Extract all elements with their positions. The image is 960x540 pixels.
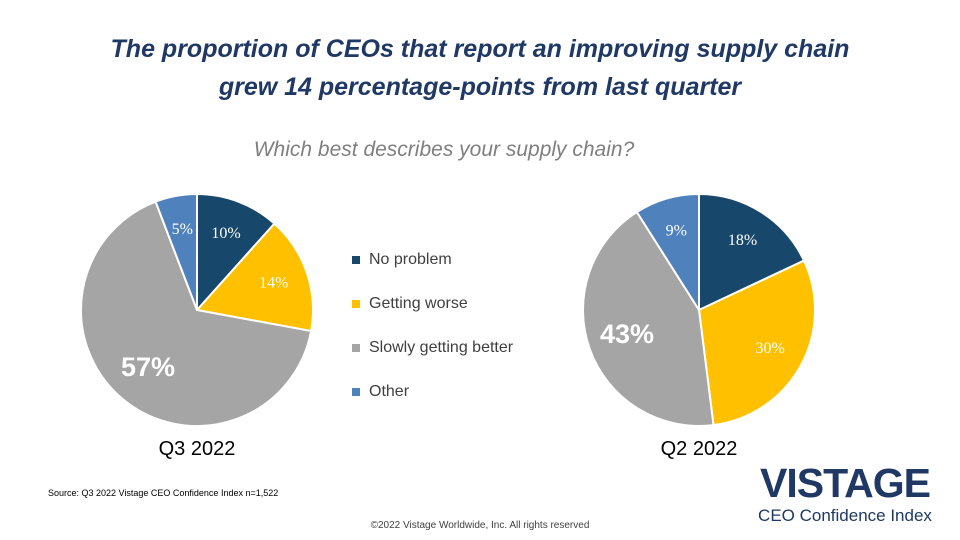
pie-slice-getting-worse-q2 [697, 259, 816, 427]
pie-caption-q3: Q3 2022 [158, 438, 236, 460]
pie-data-label-no-problem-q2: 18% [728, 232, 757, 249]
pie-slice-no-problem-q2 [698, 192, 806, 312]
legend-item-slowly-getting-better: Slowly getting better [352, 326, 513, 370]
pie-data-label-getting-worse-q3: 14% [259, 274, 288, 291]
logo-wordmark: VISTAGE [760, 460, 931, 506]
copyright-note: ©2022 Vistage Worldwide, Inc. All rights… [370, 520, 590, 531]
legend-label: Other [369, 383, 410, 400]
pie-slice-getting-worse-q3 [195, 222, 314, 333]
source-note: Source: Q3 2022 Vistage CEO Confidence I… [48, 488, 279, 498]
pie-slice-other-q2 [635, 192, 700, 314]
pie-slice-other-q3 [154, 192, 198, 311]
chart-subtitle: Which best describes your supply chain? [253, 138, 635, 161]
legend-swatch [352, 344, 360, 352]
chart-title: The proportion of CEOs that report an im… [0, 30, 960, 106]
chart-legend: No problem Getting worse Slowly getting … [352, 238, 513, 414]
pie-data-label-no-problem-q3: 10% [211, 225, 240, 242]
pie-data-label-other-q3: 5% [172, 221, 193, 238]
legend-swatch [352, 388, 360, 396]
legend-swatch [352, 300, 360, 308]
pie-data-label-slowly-getting-better-q2: 43% [600, 319, 654, 349]
legend-label: No problem [369, 251, 452, 268]
vistage-logo: VISTAGE CEO Confidence Index [745, 460, 945, 526]
pie-data-label-other-q2: 9% [666, 223, 687, 240]
legend-label: Getting worse [369, 295, 468, 312]
pie-slice-slowly-getting-better-q2 [582, 210, 715, 427]
pie-slice-slowly-getting-better-q3 [80, 200, 313, 427]
legend-item-getting-worse: Getting worse [352, 282, 513, 326]
pie-data-label-slowly-getting-better-q3: 57% [121, 352, 175, 382]
logo-subtitle: CEO Confidence Index [758, 506, 932, 525]
legend-item-no-problem: No problem [352, 238, 513, 282]
pie-chart-q3: 10% 14% 57% 5% [80, 192, 314, 427]
title-line-2: grew 14 percentage-points from last quar… [218, 73, 742, 101]
legend-item-other: Other [352, 370, 513, 414]
legend-swatch [352, 256, 360, 264]
pie-slice-no-problem-q3 [196, 192, 276, 313]
legend-label: Slowly getting better [369, 339, 514, 356]
pie-chart-q2: 18% 30% 43% 9% [582, 192, 816, 427]
title-line-1: The proportion of CEOs that report an im… [110, 35, 850, 63]
pie-caption-q2: Q2 2022 [660, 438, 738, 460]
pie-data-label-getting-worse-q2: 30% [755, 340, 784, 357]
